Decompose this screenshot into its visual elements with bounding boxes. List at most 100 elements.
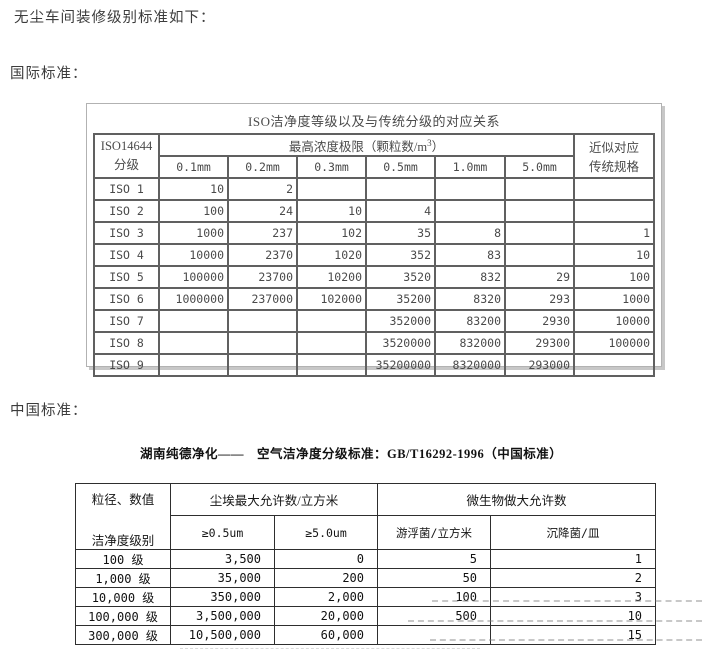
value-cell: 50 xyxy=(377,568,492,588)
watermark-residue xyxy=(408,620,702,622)
value-cell: 83200 xyxy=(434,309,506,333)
value-cell: 35 xyxy=(365,221,436,245)
value-cell: 4 xyxy=(365,199,436,223)
value-cell: 24 xyxy=(227,199,298,223)
value-cell: 20,000 xyxy=(273,606,379,626)
international-standard-label: 国际标准： xyxy=(10,66,88,82)
value-cell: 3520000 xyxy=(365,331,436,355)
cn-table-title: 湖南纯德净化—— 空气洁净度分级标准：GB/T16292-1996（中国标准） xyxy=(140,447,563,461)
table-row: ISO 1 10 2 xyxy=(93,177,655,201)
size-header-0.3mm: 0.3mm xyxy=(296,155,367,179)
subheader-settling-bacteria: 沉降菌/皿 xyxy=(490,515,657,550)
value-cell xyxy=(227,353,298,377)
value-cell: 29 xyxy=(504,265,575,289)
value-cell: 29300 xyxy=(504,331,575,355)
row-label-cell: ISO 2 xyxy=(93,199,160,223)
value-cell: 3 xyxy=(490,587,657,607)
table-row: 100,000 级 3,500,000 20,000 500 10 xyxy=(75,606,657,626)
iso-class-header-cell: ISO14644 分级 xyxy=(93,133,160,179)
table-row: 1,000 级 35,000 200 50 2 xyxy=(75,568,657,588)
iso-table-title: ISO洁净度等级以及与传统分级的对应关系 xyxy=(248,114,500,129)
value-cell: 1000 xyxy=(158,221,229,245)
table-row: 100 级 3,500 0 5 1 xyxy=(75,549,657,569)
table-row: 10,000 级 350,000 2,000 100 3 xyxy=(75,587,657,607)
value-cell: 200 xyxy=(273,568,379,588)
size-header-0.1mm: 0.1mm xyxy=(158,155,229,179)
row-label-cell: ISO 4 xyxy=(93,243,160,267)
row-label-cell: ISO 6 xyxy=(93,287,160,311)
value-cell: 293 xyxy=(504,287,575,311)
value-cell: 2370 xyxy=(227,243,298,267)
value-cell: 10 xyxy=(296,199,367,223)
iso-size-header-row: 0.1mm 0.2mm 0.3mm 0.5mm 1.0mm 5.0mm xyxy=(94,155,654,179)
cn-subheader-row: ≥0.5um ≥5.0um 游浮菌/立方米 沉降菌/皿 xyxy=(76,515,657,550)
value-cell xyxy=(434,199,506,223)
row-label-cell: 300,000 级 xyxy=(75,625,171,645)
value-cell xyxy=(504,199,575,223)
table-row: ISO 4 10000 2370 1020 352 83 10 xyxy=(93,243,655,267)
size-header-0.5mm: 0.5mm xyxy=(365,155,436,179)
value-cell: 10,500,000 xyxy=(170,625,275,645)
value-cell: 293000 xyxy=(504,353,575,377)
watermark-residue xyxy=(180,648,480,649)
value-cell: 60,000 xyxy=(273,625,379,645)
intro-text: 无尘车间装修级别标准如下： xyxy=(14,10,216,26)
iso-table-body: ISO 1 10 2 ISO 2 100 24 10 4 ISO 3 1000 237 102 35 8 1… xyxy=(93,177,655,377)
value-cell: 8320000 xyxy=(434,353,506,377)
value-cell: 352 xyxy=(365,243,436,267)
value-cell: 35200000 xyxy=(365,353,436,377)
table-row: ISO 9 35200000 8320000 293000 xyxy=(93,353,655,377)
dust-max-header-cell: 尘埃最大允许数/立方米 xyxy=(169,482,379,517)
max-concentration-header-cell: 最高浓度极限（颗粒数/m3） xyxy=(158,133,575,157)
table-row: ISO 5 100000 23700 10200 3520 832 29 100 xyxy=(93,265,655,289)
value-cell: 1000000 xyxy=(158,287,229,311)
value-cell xyxy=(504,221,575,245)
row-label-cell: ISO 5 xyxy=(93,265,160,289)
row-label-cell: 100,000 级 xyxy=(75,606,171,626)
value-cell: 832000 xyxy=(434,331,506,355)
table-row: ISO 7 352000 83200 2930 10000 xyxy=(93,309,655,333)
size-header-1.0mm: 1.0mm xyxy=(434,155,506,179)
cn-table: 粒径、数值 洁净度级别 尘埃最大允许数/立方米 微生物做大允许数 ≥0.5um ≥… xyxy=(75,482,657,645)
value-cell: 0 xyxy=(273,549,379,569)
table-row: ISO 3 1000 237 102 35 8 1 xyxy=(93,221,655,245)
value-cell: 83 xyxy=(434,243,506,267)
value-cell: 102000 xyxy=(296,287,367,311)
value-cell: 35,000 xyxy=(170,568,275,588)
value-cell: 1000 xyxy=(573,287,655,311)
value-cell: 1020 xyxy=(296,243,367,267)
value-cell: 10000 xyxy=(573,309,655,333)
value-cell xyxy=(296,177,367,201)
value-cell: 10 xyxy=(158,177,229,201)
value-cell: 352000 xyxy=(365,309,436,333)
row-label-cell: 1,000 级 xyxy=(75,568,171,588)
value-cell: 2,000 xyxy=(273,587,379,607)
value-cell: 350,000 xyxy=(170,587,275,607)
value-cell: 10200 xyxy=(296,265,367,289)
value-cell: 100 xyxy=(573,265,655,289)
subheader-airborne-bacteria: 游浮菌/立方米 xyxy=(377,515,492,550)
value-cell: 100 xyxy=(158,199,229,223)
row-label-cell: ISO 8 xyxy=(93,331,160,355)
value-cell xyxy=(158,353,229,377)
table-row: 300,000 级 10,500,000 60,000 15 xyxy=(75,625,657,645)
china-standard-label: 中国标准： xyxy=(10,403,88,419)
value-cell: 3520 xyxy=(365,265,436,289)
value-cell: 237 xyxy=(227,221,298,245)
value-cell xyxy=(573,353,655,377)
subheader-ge0.5um: ≥0.5um xyxy=(170,515,275,550)
value-cell: 35200 xyxy=(365,287,436,311)
value-cell xyxy=(296,309,367,333)
cn-table-body: 100 级 3,500 0 5 1 1,000 级 35,000 200 50 2 10,000 级… xyxy=(75,549,657,645)
row-label-cell: 10,000 级 xyxy=(75,587,171,607)
legacy-spec-header-cell: 近似对应 传统规格 xyxy=(573,133,655,179)
value-cell: 2 xyxy=(227,177,298,201)
value-cell xyxy=(504,177,575,201)
watermark-residue xyxy=(432,600,702,602)
cn-corner-header-cell: 粒径、数值 洁净度级别 xyxy=(75,483,171,550)
row-label-cell: ISO 7 xyxy=(93,309,160,333)
value-cell: 10 xyxy=(573,243,655,267)
iso-class-header-line2: 分级 xyxy=(113,158,139,172)
value-cell: 1 xyxy=(490,549,657,569)
value-cell: 10000 xyxy=(158,243,229,267)
